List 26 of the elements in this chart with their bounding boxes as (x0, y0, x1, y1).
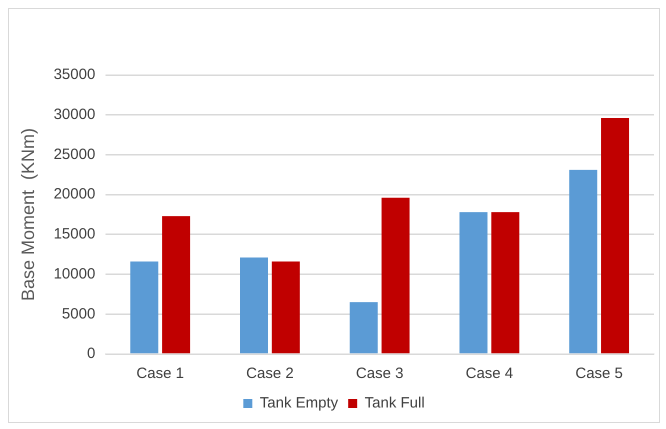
x-tick-label: Case 5 (575, 365, 623, 382)
y-tick-label: 15000 (54, 226, 96, 243)
bar (382, 198, 410, 354)
legend-label: Tank Empty (260, 394, 339, 412)
bar (130, 262, 158, 354)
y-tick-label: 10000 (54, 265, 96, 282)
bar (272, 262, 300, 354)
y-tick-label: 30000 (54, 106, 96, 123)
bar (240, 258, 268, 354)
x-tick-label: Case 1 (136, 365, 184, 382)
bar (162, 216, 190, 354)
bar (350, 302, 378, 354)
y-tick-label: 5000 (62, 305, 96, 322)
y-axis-title: Base Moment (KNm) (18, 128, 38, 302)
x-tick-label: Case 3 (356, 365, 404, 382)
y-tick-label: 20000 (54, 186, 96, 203)
bar (491, 212, 520, 354)
x-tick-label: Case 4 (466, 365, 514, 382)
bar (569, 170, 598, 354)
bar (601, 118, 630, 354)
y-tick-label: 0 (86, 345, 96, 362)
x-tick-label: Case 2 (246, 365, 294, 382)
bar (459, 212, 488, 354)
y-tick-label: 25000 (54, 146, 96, 163)
legend-label: Tank Full (364, 394, 425, 412)
y-tick-label: 35000 (54, 66, 96, 84)
